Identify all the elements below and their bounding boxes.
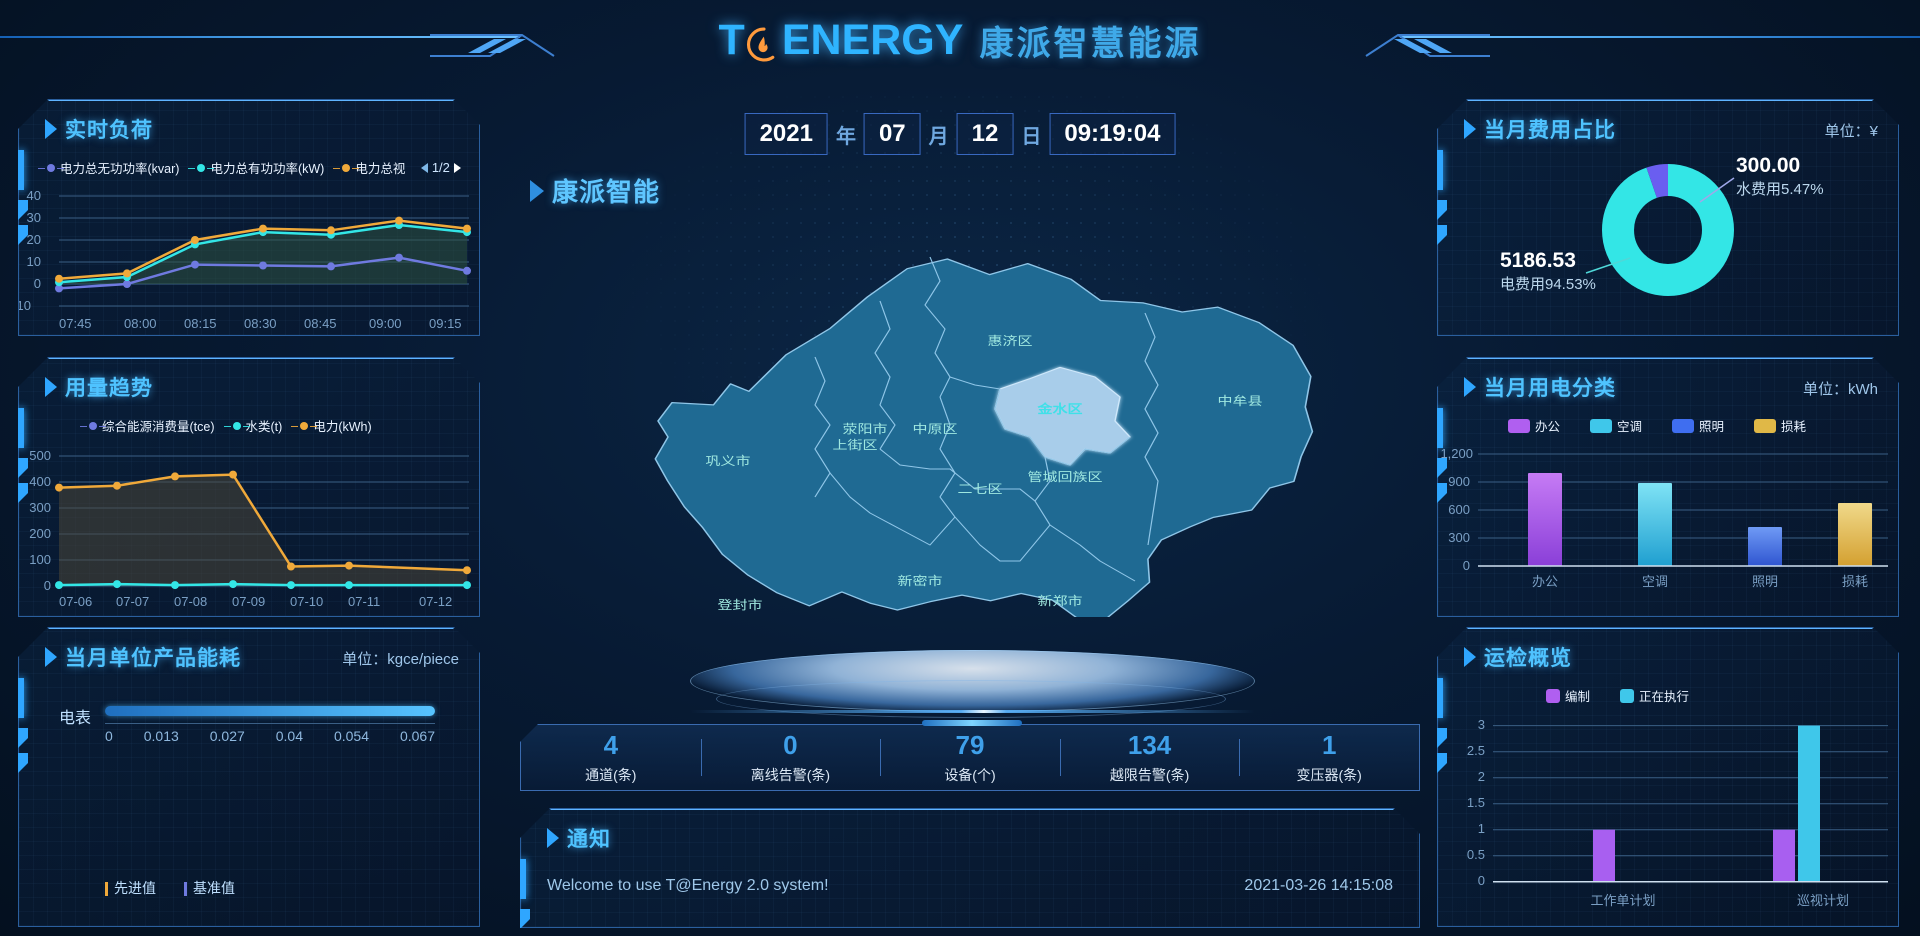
svg-text:600: 600 — [1448, 502, 1470, 517]
svg-text:300: 300 — [29, 500, 51, 515]
svg-text:登封市: 登封市 — [717, 598, 762, 612]
svg-text:07-10: 07-10 — [290, 594, 323, 609]
svg-text:10: 10 — [27, 254, 41, 269]
svg-text:空调: 空调 — [1642, 574, 1668, 589]
svg-text:40: 40 — [27, 188, 41, 203]
svg-text:中牟县: 中牟县 — [1217, 394, 1262, 407]
svg-text:1: 1 — [1478, 821, 1485, 836]
svg-text:07:45: 07:45 — [59, 316, 92, 331]
svg-text:荥阳市: 荥阳市 — [842, 422, 887, 436]
svg-text:20: 20 — [27, 232, 41, 247]
svg-text:1,200: 1,200 — [1440, 446, 1473, 461]
svg-text:500: 500 — [29, 448, 51, 463]
svg-text:0: 0 — [1463, 558, 1470, 573]
svg-text:5186.53: 5186.53 — [1500, 249, 1576, 272]
svg-text:08:30: 08:30 — [244, 316, 277, 331]
svg-text:水费用5.47%: 水费用5.47% — [1736, 181, 1824, 198]
svg-text:900: 900 — [1448, 474, 1470, 489]
svg-text:电费用94.53%: 电费用94.53% — [1500, 276, 1596, 293]
svg-text:-10: -10 — [19, 298, 31, 313]
svg-text:07-12: 07-12 — [419, 594, 452, 609]
svg-text:1.5: 1.5 — [1467, 795, 1485, 810]
svg-text:新密市: 新密市 — [897, 574, 942, 588]
svg-text:二七区: 二七区 — [957, 482, 1002, 495]
svg-text:400: 400 — [29, 474, 51, 489]
svg-text:07-11: 07-11 — [348, 594, 380, 609]
svg-text:08:45: 08:45 — [304, 316, 337, 331]
svg-text:惠济区: 惠济区 — [987, 334, 1032, 347]
svg-text:07-06: 07-06 — [59, 594, 92, 609]
svg-text:上街区: 上街区 — [832, 438, 877, 451]
svg-text:0: 0 — [44, 578, 51, 593]
svg-text:中原区: 中原区 — [912, 422, 957, 435]
svg-text:金水区: 金水区 — [1036, 402, 1083, 416]
svg-text:巡视计划: 巡视计划 — [1797, 893, 1849, 908]
svg-text:3: 3 — [1478, 717, 1485, 732]
svg-text:损耗: 损耗 — [1842, 574, 1868, 589]
svg-text:2.5: 2.5 — [1467, 743, 1485, 758]
svg-text:工作单计划: 工作单计划 — [1590, 893, 1655, 908]
svg-text:0.5: 0.5 — [1467, 847, 1485, 862]
svg-text:08:15: 08:15 — [184, 316, 217, 331]
svg-text:2: 2 — [1478, 769, 1485, 784]
svg-text:照明: 照明 — [1752, 574, 1778, 589]
svg-text:200: 200 — [29, 526, 51, 541]
svg-text:07-09: 07-09 — [232, 594, 265, 609]
svg-text:100: 100 — [29, 552, 51, 567]
svg-text:巩义市: 巩义市 — [705, 454, 750, 468]
svg-text:办公: 办公 — [1532, 574, 1558, 589]
svg-text:08:00: 08:00 — [124, 316, 157, 331]
svg-text:300.00: 300.00 — [1736, 154, 1800, 177]
svg-text:07-07: 07-07 — [116, 594, 149, 609]
svg-text:新郑市: 新郑市 — [1037, 594, 1082, 608]
svg-text:管城回族区: 管城回族区 — [1028, 470, 1103, 483]
svg-text:09:00: 09:00 — [369, 316, 402, 331]
svg-text:0: 0 — [34, 276, 41, 291]
svg-text:0: 0 — [1478, 873, 1485, 888]
svg-text:07-08: 07-08 — [174, 594, 207, 609]
svg-text:09:15: 09:15 — [429, 316, 462, 331]
svg-text:300: 300 — [1448, 530, 1470, 545]
svg-text:30: 30 — [27, 210, 41, 225]
